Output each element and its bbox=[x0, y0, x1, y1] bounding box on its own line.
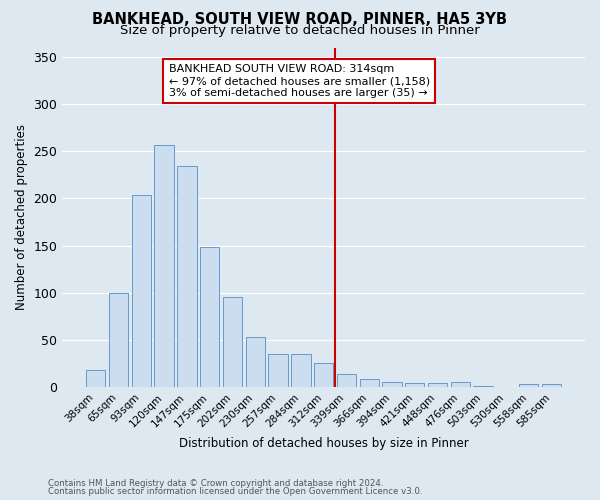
Text: Contains public sector information licensed under the Open Government Licence v3: Contains public sector information licen… bbox=[48, 487, 422, 496]
Bar bbox=[86, 370, 106, 387]
Bar bbox=[131, 194, 151, 387]
Bar bbox=[177, 166, 197, 387]
Bar bbox=[268, 354, 288, 387]
Text: Contains HM Land Registry data © Crown copyright and database right 2024.: Contains HM Land Registry data © Crown c… bbox=[48, 478, 383, 488]
Bar bbox=[154, 144, 174, 387]
Y-axis label: Number of detached properties: Number of detached properties bbox=[15, 124, 28, 310]
Bar bbox=[200, 248, 220, 387]
Bar bbox=[473, 386, 493, 387]
X-axis label: Distribution of detached houses by size in Pinner: Distribution of detached houses by size … bbox=[179, 437, 469, 450]
Bar bbox=[542, 384, 561, 387]
Bar bbox=[337, 374, 356, 387]
Bar bbox=[359, 380, 379, 387]
Bar bbox=[451, 382, 470, 387]
Bar bbox=[314, 364, 334, 387]
Bar bbox=[245, 337, 265, 387]
Bar bbox=[382, 382, 402, 387]
Text: BANKHEAD SOUTH VIEW ROAD: 314sqm
← 97% of detached houses are smaller (1,158)
3%: BANKHEAD SOUTH VIEW ROAD: 314sqm ← 97% o… bbox=[169, 64, 430, 98]
Bar bbox=[428, 383, 447, 387]
Text: Size of property relative to detached houses in Pinner: Size of property relative to detached ho… bbox=[120, 24, 480, 37]
Text: BANKHEAD, SOUTH VIEW ROAD, PINNER, HA5 3YB: BANKHEAD, SOUTH VIEW ROAD, PINNER, HA5 3… bbox=[92, 12, 508, 28]
Bar bbox=[519, 384, 538, 387]
Bar bbox=[109, 292, 128, 387]
Bar bbox=[223, 298, 242, 387]
Bar bbox=[291, 354, 311, 387]
Bar bbox=[405, 383, 424, 387]
